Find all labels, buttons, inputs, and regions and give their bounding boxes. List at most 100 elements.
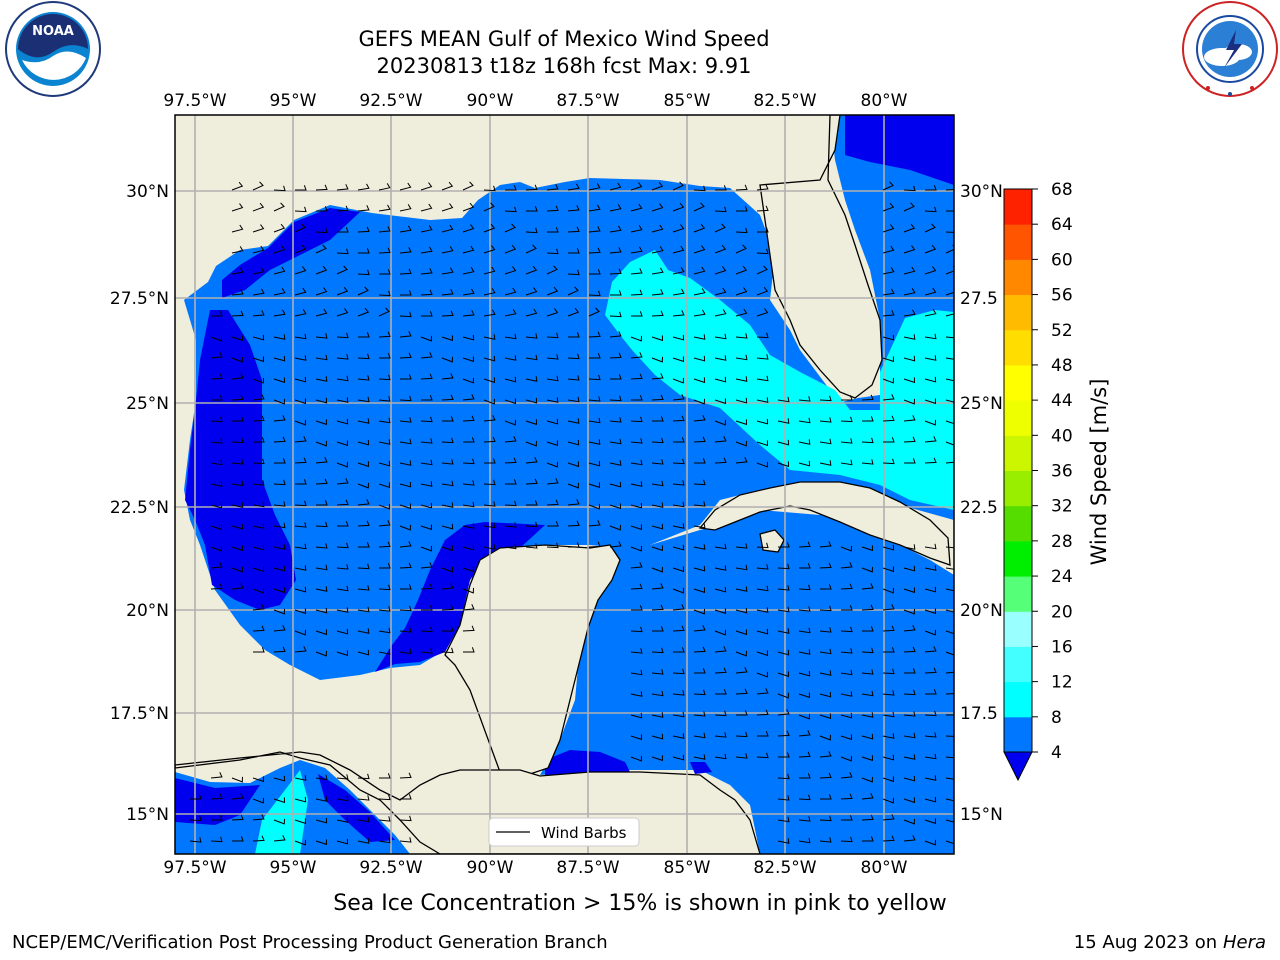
wind-barb — [819, 713, 832, 720]
wind-barb — [714, 629, 726, 636]
wind-barb — [420, 182, 433, 191]
wind-barb — [694, 668, 706, 674]
wind-barb — [777, 585, 790, 591]
wind-barb — [861, 669, 874, 675]
wind-barb — [651, 604, 664, 611]
wind-barb — [609, 352, 622, 359]
wind-barb — [609, 503, 622, 510]
wind-barb — [735, 607, 748, 614]
wind-barb — [441, 181, 454, 191]
wind-barb — [735, 753, 748, 759]
wind-barb — [378, 649, 391, 655]
wind-barb — [546, 440, 559, 447]
wind-barb — [399, 541, 412, 548]
wind-barb — [903, 732, 916, 739]
wind-barb — [735, 419, 748, 426]
wind-barb — [840, 755, 852, 762]
wind-barb — [546, 499, 559, 506]
wind-barb — [504, 223, 516, 233]
colorbar-segment — [1004, 400, 1032, 436]
wind-barb — [210, 416, 223, 423]
wind-barb — [294, 500, 307, 507]
wind-barb — [609, 268, 622, 275]
wind-barb — [420, 438, 433, 444]
wind-barb — [231, 373, 244, 380]
wind-barb — [819, 438, 832, 445]
wind-barb — [693, 223, 706, 233]
colorbar-tick-label: 36 — [1051, 462, 1073, 482]
wind-barb — [609, 204, 622, 212]
wind-barb — [651, 690, 664, 697]
wind-barb — [735, 650, 747, 657]
colorbar-segment — [1004, 224, 1032, 260]
caribbean-ocean — [540, 510, 954, 854]
wind-barb — [630, 734, 643, 741]
wind-barb — [315, 774, 328, 781]
wind-barb — [735, 354, 748, 361]
wind-barb — [945, 441, 954, 446]
wind-barb — [924, 333, 937, 340]
wind-barbs-legend: Wind Barbs — [488, 817, 640, 847]
lat-label: 27.5°N — [110, 289, 169, 309]
wind-barb — [420, 502, 433, 509]
wind-barb — [567, 396, 580, 403]
wind-barb — [777, 439, 790, 446]
wind-barb — [609, 438, 622, 445]
wind-barb — [903, 202, 915, 212]
wind-barb — [315, 308, 328, 317]
wind-barb — [567, 499, 580, 506]
wind-barb — [441, 502, 454, 508]
wind-barb — [609, 182, 622, 191]
lon-label: 92.5°W — [359, 858, 422, 878]
map-frame — [174, 114, 955, 855]
wind-barb — [946, 714, 954, 716]
lon-label: 80°W — [861, 858, 908, 878]
wind-barb — [400, 374, 412, 380]
wind-barb — [925, 689, 937, 695]
colorbar-tick-label: 4 — [1051, 743, 1062, 763]
wind-barb — [714, 565, 727, 571]
wind-barb — [252, 356, 265, 363]
wind-barb — [294, 244, 307, 254]
wind-barb — [483, 185, 496, 192]
wind-barb — [735, 227, 748, 234]
wind-barb — [357, 307, 370, 317]
wind-barb — [841, 815, 853, 821]
wind-barb — [526, 206, 538, 212]
wind-barb — [567, 183, 580, 191]
wind-barb — [294, 436, 307, 443]
calm-region-atlantic — [845, 115, 954, 185]
wind-barb — [756, 542, 769, 549]
wind-barb — [420, 352, 433, 359]
wind-barb — [420, 562, 433, 569]
wind-barb — [462, 181, 474, 191]
wind-barb — [924, 287, 937, 296]
wind-barb — [441, 583, 454, 590]
wind-barb — [420, 373, 433, 380]
wind-barb — [672, 181, 684, 191]
wind-barb — [693, 415, 706, 422]
wind-barb — [798, 751, 811, 758]
colorbar-tick-label: 28 — [1051, 532, 1073, 552]
calm-region-honduras-east — [690, 762, 712, 774]
wind-barb — [882, 776, 895, 783]
wind-barb — [672, 377, 684, 384]
wind-barb — [651, 224, 664, 233]
wind-barb — [357, 838, 370, 844]
wind-barb — [903, 398, 915, 405]
wind-barb — [336, 440, 349, 447]
wind-barb — [630, 459, 643, 466]
lat-label: 15°N — [126, 805, 169, 825]
wind-barb — [651, 203, 664, 212]
wind-barb — [945, 546, 954, 549]
wind-barb — [735, 244, 747, 254]
wind-barb — [273, 544, 286, 550]
wind-barb — [756, 418, 769, 425]
wind-barb — [924, 457, 937, 464]
wind-barb — [756, 607, 769, 613]
wind-barb — [945, 189, 954, 191]
wind-barb — [525, 354, 538, 361]
wind-barb — [294, 646, 307, 653]
wind-barb — [672, 668, 685, 675]
